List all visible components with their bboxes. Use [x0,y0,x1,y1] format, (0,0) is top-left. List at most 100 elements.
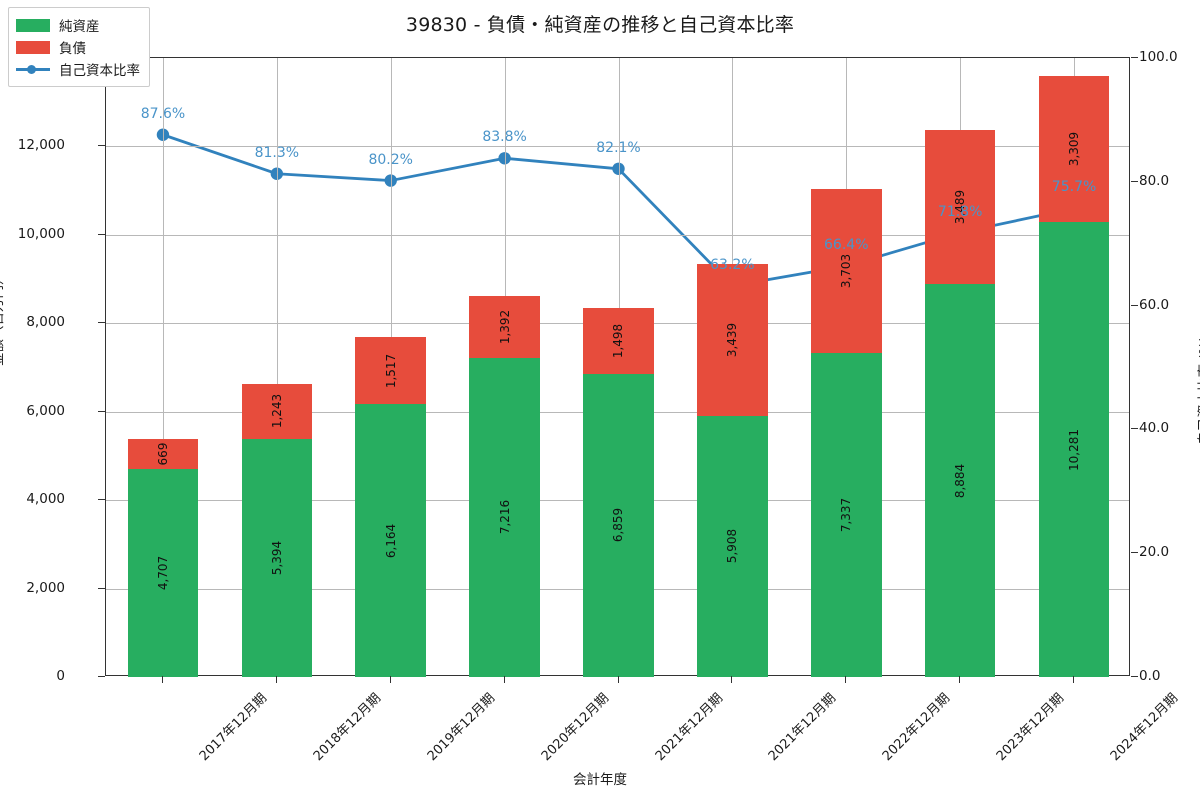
ratio-value-label: 87.6% [140,105,186,122]
y-axis-right-tick: 60.0 [1139,296,1170,313]
y-axis-right-tick-mark [1131,180,1138,182]
x-axis-tick-mark [275,676,277,683]
gridline-horizontal [106,146,1129,148]
bar-segment-liability[interactable]: 3,309 [1038,76,1110,223]
bar-value-label-equity: 8,884 [953,463,968,498]
y-axis-right-tick: 80.0 [1139,172,1170,189]
plot-area: 4,707 669 5,394 1,243 6,164 1,517 7,216 1,392 6,… [105,57,1130,677]
bar-segment-equity[interactable]: 7,337 [810,352,882,677]
y-axis-right-tick: 100.0 [1139,49,1178,65]
x-axis-tick-label: 2021年12月期 [766,690,840,765]
y-axis-left-label: 金額（百万円） [0,271,6,367]
x-axis-tick-label: 2023年12月期 [993,690,1068,765]
y-axis-left-tick: 10,000 [17,225,65,242]
ratio-value-label: 66.4% [824,236,869,253]
ratio-value-label: 80.2% [368,151,413,168]
bar-value-label-liability: 3,439 [725,322,740,357]
bar-value-label-equity: 4,707 [155,555,170,591]
y-axis-right-tick-mark [1131,304,1138,306]
x-axis-tick-mark [503,676,505,683]
y-axis-right-tick: 40.0 [1139,420,1170,437]
x-axis-tick-mark [161,676,163,683]
y-axis-left-tick-mark [98,587,105,589]
x-axis-tick-label: 2017年12月期 [196,690,271,765]
bar-segment-liability[interactable]: 3,489 [924,129,996,285]
bar-value-label-equity: 7,216 [497,500,512,535]
legend-item-liability[interactable]: 負債 [16,36,140,58]
bar-segment-liability[interactable]: 1,392 [469,296,540,358]
ratio-value-label: 83.8% [482,129,527,146]
gridline-vertical [162,58,164,675]
bar-segment-liability[interactable]: 1,517 [355,337,427,405]
bar-segment-equity[interactable]: 7,216 [469,357,540,677]
x-axis-tick-label: 2019年12月期 [424,690,498,765]
bar-segment-equity[interactable]: 5,394 [241,438,313,677]
ratio-value-label: 82.1% [596,139,641,156]
y-axis-right-label: 自己資本比率 (%) [1197,336,1200,445]
legend-label-equity: 純資産 [59,19,100,35]
bar-value-label-liability: 3,703 [839,253,854,288]
x-axis-tick-mark [959,676,961,683]
ratio-value-label: 63.2% [710,256,755,273]
gridline-vertical [276,58,278,675]
bar-value-label-liability: 1,498 [611,323,626,358]
bar-segment-liability[interactable]: 3,703 [810,188,882,353]
y-axis-left-tick: 4,000 [26,491,65,508]
y-axis-left-tick: 8,000 [26,314,65,331]
bar-value-label-equity: 5,908 [725,529,740,564]
y-axis-right-tick-mark [1131,428,1138,430]
bar-segment-liability[interactable]: 669 [127,439,199,469]
y-axis-left-tick: 2,000 [26,579,65,596]
legend-item-equity[interactable]: 純資産 [16,14,140,36]
bar-segment-equity[interactable]: 4,707 [127,468,199,677]
y-axis-left-tick: 12,000 [17,137,65,154]
bar-value-label-liability: 3,309 [1067,132,1082,167]
x-axis-tick-mark [389,676,391,683]
chart-title: 39830 - 負債・純資産の推移と自己資本比率 [405,14,795,36]
x-axis-tick-label: 2020年12月期 [538,690,612,765]
legend-item-equity-ratio[interactable]: 自己資本比率 [16,58,140,80]
legend-label-liability: 負債 [59,41,86,57]
y-axis-left-tick-mark [98,676,105,677]
bar-value-label-equity: 7,337 [839,497,854,532]
bar-segment-equity[interactable]: 6,859 [583,373,654,677]
bar-value-label-equity: 6,164 [383,523,398,558]
bar-segment-liability[interactable]: 1,243 [241,383,313,439]
y-axis-left-tick: 0 [56,668,65,684]
y-axis-right-tick-mark [1131,57,1138,58]
bar-value-label-liability: 1,392 [497,309,512,345]
ratio-value-label: 75.7% [1051,179,1097,196]
bar-segment-equity[interactable]: 6,164 [355,404,427,677]
ratio-value-label: 71.8% [937,203,983,220]
y-axis-left-tick-mark [98,410,105,412]
y-axis-left-tick-mark [98,145,105,147]
bar-segment-liability[interactable]: 3,439 [697,263,768,416]
legend-line-equity-ratio [16,63,50,76]
ratio-value-label: 81.3% [254,144,300,161]
bar-value-label-liability: 669 [155,442,170,466]
bar-segment-liability[interactable]: 1,498 [583,307,654,374]
bar-value-label-liability: 1,243 [269,393,284,429]
bar-segment-equity[interactable]: 8,884 [924,284,996,677]
y-axis-left-tick: 6,000 [26,402,65,419]
bar-value-label-equity: 10,281 [1067,428,1082,471]
y-axis-right-tick: 0.0 [1139,668,1161,684]
y-axis-left-tick-mark [98,322,105,324]
x-axis-tick-mark [1073,676,1075,683]
y-axis-left-tick-mark [98,233,105,235]
y-axis-right-tick: 20.0 [1139,544,1170,561]
bar-value-label-liability: 1,517 [383,353,398,389]
x-axis-tick-mark [731,676,733,683]
x-axis-tick-label: 2022年12月期 [880,690,954,765]
bar-value-label-equity: 6,859 [611,508,626,543]
bar-value-label-equity: 5,394 [269,540,284,575]
legend-swatch-liability [16,40,50,54]
bar-segment-equity[interactable]: 10,281 [1038,222,1110,677]
bar-segment-equity[interactable]: 5,908 [697,415,768,677]
chart-legend: 純資産 負債 自己資本比率 [8,7,150,87]
x-axis-tick-label: 2018年12月期 [310,690,384,765]
x-axis-tick-mark [845,676,847,683]
x-axis-label: 会計年度 [573,772,627,788]
legend-label-equity-ratio: 自己資本比率 [59,63,140,79]
